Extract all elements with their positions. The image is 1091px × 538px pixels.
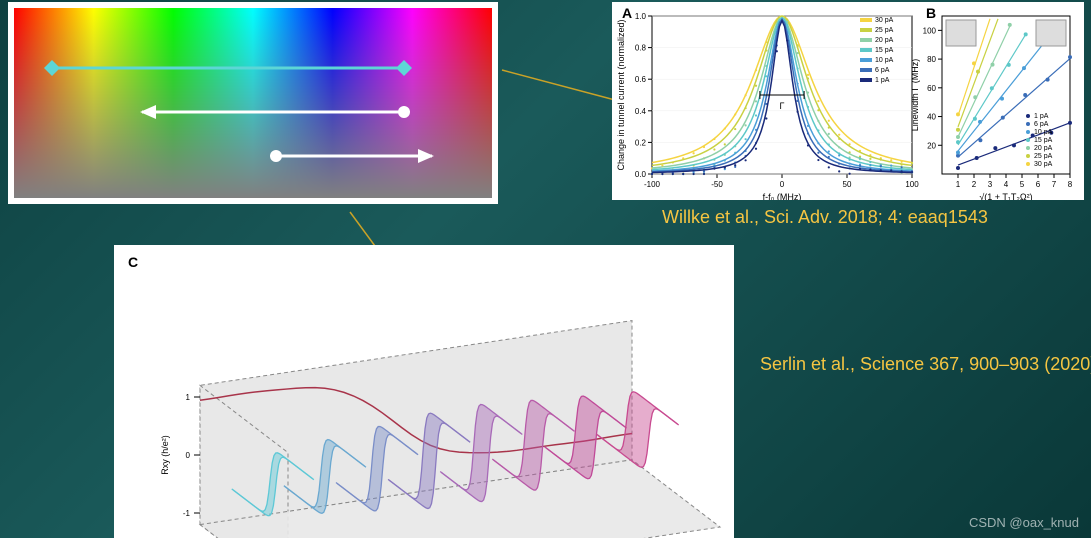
svg-text:Linewidth Γ (MHz): Linewidth Γ (MHz) xyxy=(910,59,920,131)
svg-text:60: 60 xyxy=(927,84,936,93)
svg-text:0.6: 0.6 xyxy=(635,75,647,84)
svg-text:8: 8 xyxy=(1068,180,1073,189)
svg-text:C: C xyxy=(128,254,138,270)
svg-text:1 pA: 1 pA xyxy=(1034,113,1049,120)
svg-text:0.2: 0.2 xyxy=(635,138,647,147)
svg-text:√(1 + T₁T₂Ω²): √(1 + T₁T₂Ω²) xyxy=(979,192,1032,200)
svg-text:Rxy (h/e²): Rxy (h/e²) xyxy=(160,435,170,475)
svg-text:0.0: 0.0 xyxy=(635,170,647,179)
svg-text:1: 1 xyxy=(956,180,961,189)
svg-text:6 pA: 6 pA xyxy=(1034,121,1049,128)
svg-text:-100: -100 xyxy=(644,180,661,189)
svg-text:30 pA: 30 pA xyxy=(875,17,894,24)
panel-ab-svg: A -100 -50 0 50 100 0.0 0.2 0.4 0.6 0.8 1.0 f-f₀ (MH… xyxy=(612,2,1084,200)
svg-text:1.0: 1.0 xyxy=(635,12,647,21)
svg-text:20: 20 xyxy=(927,141,936,150)
svg-text:6 pA: 6 pA xyxy=(875,67,890,74)
svg-text:1 pA: 1 pA xyxy=(875,77,890,84)
svg-text:10 pA: 10 pA xyxy=(875,57,894,64)
svg-text:100: 100 xyxy=(923,26,937,35)
panel-ab: A -100 -50 0 50 100 0.0 0.2 0.4 0.6 0.8 1.0 f-f₀ (MH… xyxy=(612,2,1084,200)
watermark: CSDN @oax_knud xyxy=(969,515,1079,530)
svg-text:1: 1 xyxy=(186,393,191,402)
svg-text:15 pA: 15 pA xyxy=(1034,137,1053,144)
svg-text:40: 40 xyxy=(927,113,936,122)
svg-text:15 pA: 15 pA xyxy=(875,47,894,54)
color-picker-panel xyxy=(8,2,498,204)
svg-text:0: 0 xyxy=(780,180,785,189)
svg-text:B: B xyxy=(926,5,936,21)
svg-text:2: 2 xyxy=(972,180,977,189)
svg-text:0.4: 0.4 xyxy=(635,107,647,116)
svg-text:A: A xyxy=(622,5,632,21)
svg-text:f-f₀ (MHz): f-f₀ (MHz) xyxy=(763,192,802,200)
panel-c: C-101Rxy (h/e²)-1000100B (mT)2.32.42.52.… xyxy=(114,245,734,538)
svg-text:10 pA: 10 pA xyxy=(1034,129,1053,136)
svg-text:7: 7 xyxy=(1052,180,1057,189)
svg-text:25 pA: 25 pA xyxy=(875,27,894,34)
svg-text:100: 100 xyxy=(905,180,919,189)
svg-text:25 pA: 25 pA xyxy=(1034,153,1053,160)
svg-text:6: 6 xyxy=(1036,180,1041,189)
svg-text:50: 50 xyxy=(843,180,852,189)
panel-c-svg: C-101Rxy (h/e²)-1000100B (mT)2.32.42.52.… xyxy=(114,245,734,538)
svg-text:-50: -50 xyxy=(711,180,723,189)
color-picker-svg xyxy=(14,8,492,198)
svg-text:20 pA: 20 pA xyxy=(875,37,894,44)
svg-text:0: 0 xyxy=(186,451,191,460)
svg-text:30 pA: 30 pA xyxy=(1034,161,1053,168)
svg-text:3: 3 xyxy=(988,180,993,189)
caption-willke: Willke et al., Sci. Adv. 2018; 4: eaaq15… xyxy=(662,207,988,228)
svg-text:Γ: Γ xyxy=(780,101,785,111)
caption-serlin: Serlin et al., Science 367, 900–903 (202… xyxy=(760,354,1091,375)
svg-text:20 pA: 20 pA xyxy=(1034,145,1053,152)
svg-text:-1: -1 xyxy=(183,509,191,518)
svg-text:4: 4 xyxy=(1004,180,1009,189)
svg-text:5: 5 xyxy=(1020,180,1025,189)
svg-text:80: 80 xyxy=(927,55,936,64)
svg-text:Change in tunnel current (norm: Change in tunnel current (normalized) xyxy=(616,19,626,170)
svg-text:0.8: 0.8 xyxy=(635,44,647,53)
